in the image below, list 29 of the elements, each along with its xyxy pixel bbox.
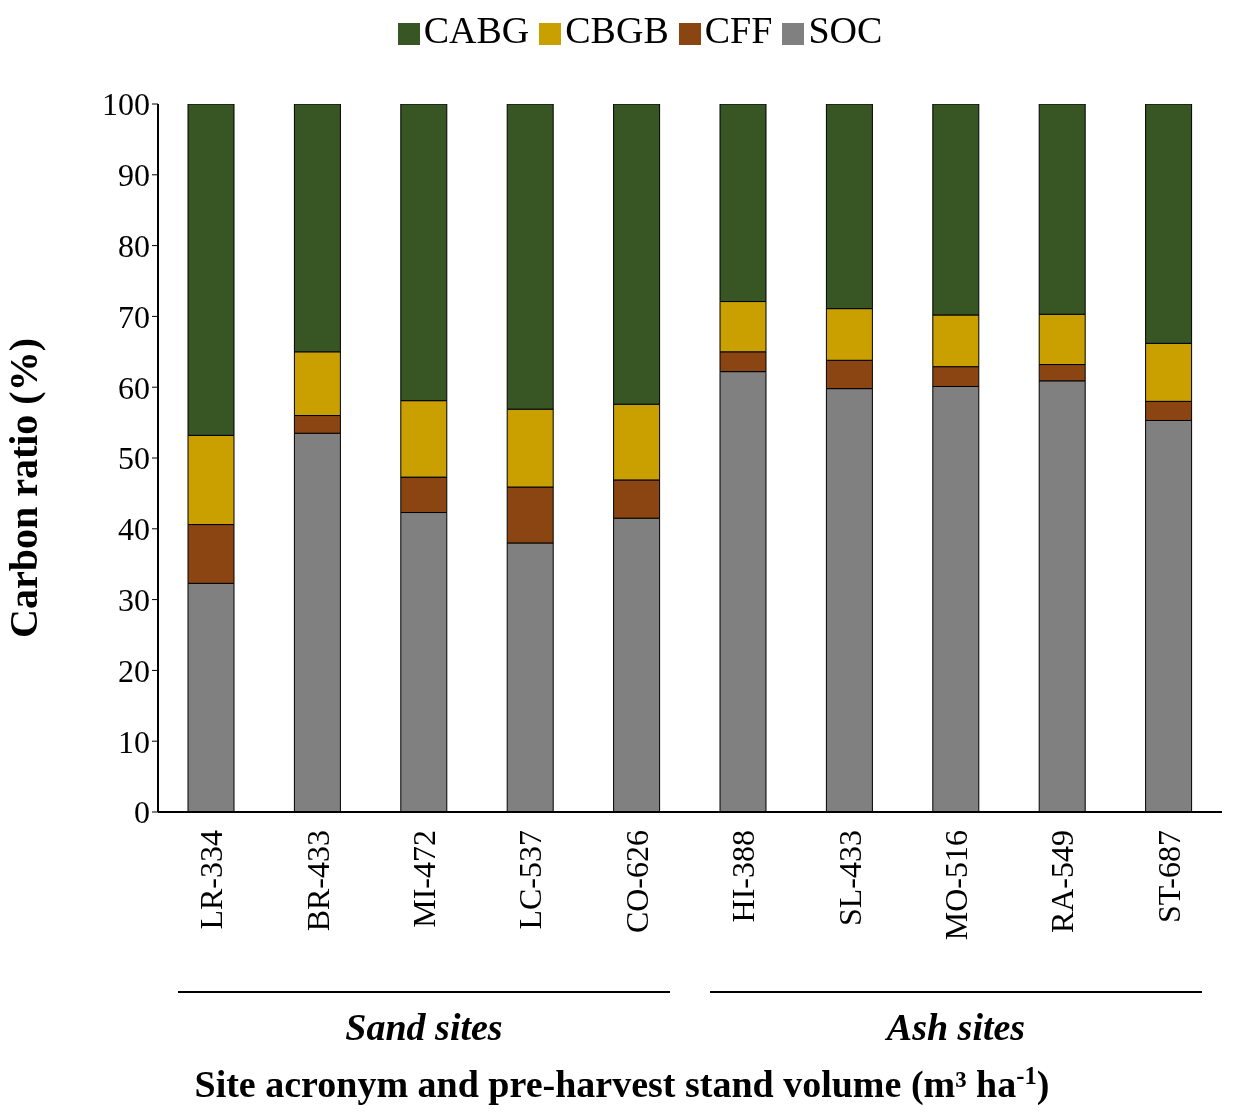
legend-label: CFF: [704, 9, 773, 51]
y-tick-label: 80: [118, 227, 150, 264]
x-tick-label: BR-433: [299, 830, 336, 932]
y-tick-label: 0: [134, 794, 150, 831]
legend-label: CBGB: [565, 9, 669, 51]
y-tick-label: 50: [118, 440, 150, 477]
x-tick-label: LR-334: [193, 830, 230, 930]
text: Ash sites: [884, 1006, 1026, 1048]
legend-label: CABG: [423, 9, 530, 51]
x-tick-label: ST-687: [1150, 830, 1187, 924]
x-tick-label: LC-537: [512, 830, 549, 930]
x-tick-label: SL-433: [831, 830, 868, 926]
x-tick-label: MI-472: [406, 830, 442, 928]
x-axis-title: Site acronym and pre-harvest stand volume (m³ ha$^{-1}$): [194, 1061, 1050, 1106]
y-tick-label: 60: [118, 369, 150, 406]
y-tick-label: 100: [102, 86, 150, 123]
y-tick-label: 40: [118, 511, 150, 548]
y-tick-label: 30: [118, 581, 150, 618]
y-tick-label: 70: [118, 298, 150, 335]
x-tick-label: RA-549: [1044, 830, 1081, 934]
y-tick-label: 20: [118, 652, 150, 689]
legend-label: SOC: [808, 9, 883, 51]
text: Sand sites: [345, 1006, 503, 1048]
x-tick-label: CO-626: [618, 830, 655, 934]
y-axis-title: Carbon ratio (%): [1, 338, 47, 638]
y-tick-label: 90: [118, 157, 150, 194]
x-tick-label: HI-388: [725, 830, 762, 923]
y-tick-label: 10: [118, 723, 150, 760]
x-tick-label: MO-516: [938, 830, 974, 941]
